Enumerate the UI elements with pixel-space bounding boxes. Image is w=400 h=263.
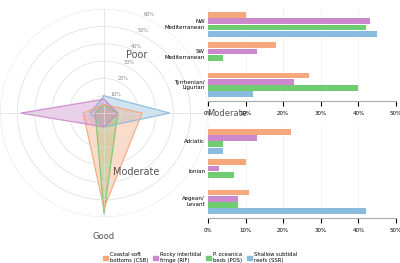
Text: Moderate: Moderate	[113, 166, 160, 176]
Bar	[208, 135, 257, 141]
Bar	[208, 85, 358, 91]
Bar	[208, 159, 246, 165]
Bar	[208, 165, 219, 171]
Polygon shape	[90, 96, 170, 127]
Bar	[208, 49, 257, 54]
Bar	[208, 148, 223, 154]
Bar	[208, 91, 253, 97]
Polygon shape	[95, 104, 118, 214]
Bar	[208, 31, 377, 37]
Bar	[208, 25, 366, 31]
Bar	[208, 12, 246, 18]
Bar	[208, 129, 291, 135]
Legend: Coastal soft
bottoms (CSB), Rocky intertidal
fringe (RIF), P. oceanica
beds (POS: Coastal soft bottoms (CSB), Rocky intert…	[103, 252, 297, 263]
Bar	[208, 172, 234, 178]
Bar	[208, 18, 370, 24]
Polygon shape	[21, 99, 118, 127]
Bar	[208, 202, 238, 208]
Bar	[208, 141, 223, 147]
Bar	[208, 42, 276, 48]
Polygon shape	[83, 104, 142, 208]
Bar	[208, 196, 238, 201]
Bar	[208, 73, 310, 78]
Bar	[208, 208, 366, 214]
Bar	[208, 190, 249, 195]
Text: Poor: Poor	[126, 50, 147, 60]
Bar	[208, 79, 294, 85]
Bar	[208, 55, 223, 61]
